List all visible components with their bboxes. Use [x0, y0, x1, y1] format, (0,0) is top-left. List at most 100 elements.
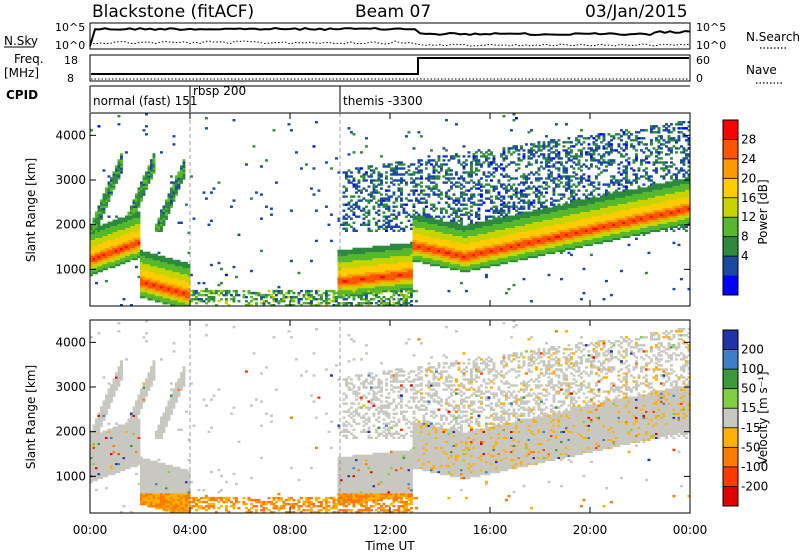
power-cell [355, 273, 358, 277]
power-cell [502, 225, 506, 229]
power-cell [235, 291, 238, 295]
power-cell [130, 249, 133, 253]
power-cell [400, 249, 403, 253]
power-cell [465, 203, 468, 206]
power-cell [410, 263, 413, 267]
power-cell [542, 229, 546, 233]
power-cell [470, 231, 473, 235]
power-cell [352, 185, 356, 188]
power-cell [100, 267, 103, 271]
power-cell [522, 233, 526, 237]
power-cell [402, 285, 406, 289]
power-cell [555, 245, 558, 249]
power-cell [400, 245, 403, 249]
power-cell [542, 195, 546, 198]
power-cell [155, 285, 158, 289]
power-cell [487, 263, 491, 267]
power-cell [380, 173, 383, 176]
power-cell [482, 241, 486, 245]
power-cell [397, 179, 401, 182]
power-cell [510, 225, 513, 229]
power-cell [225, 289, 228, 293]
power-cell [415, 251, 418, 255]
power-cell [132, 201, 136, 204]
power-cell [397, 289, 401, 293]
power-cell [540, 229, 543, 233]
power-cell [95, 253, 98, 257]
power-cell [330, 239, 333, 243]
power-cell [160, 261, 163, 265]
power-cell [387, 249, 391, 253]
power-cell [375, 261, 378, 265]
power-cell [545, 183, 548, 186]
power-cell [342, 249, 346, 253]
power-cell [187, 287, 191, 291]
power-cell [175, 175, 178, 178]
power-cell [380, 255, 383, 259]
power-cell [475, 243, 478, 247]
power-cell [325, 304, 328, 306]
power-cell [470, 235, 473, 239]
power-cell [195, 289, 198, 293]
power-cell [147, 283, 151, 287]
power-cell [175, 283, 178, 287]
power-cell [482, 261, 486, 265]
power-cell [497, 227, 501, 231]
power-cell [342, 209, 346, 212]
power-cell [382, 287, 386, 291]
power-cell [390, 245, 393, 249]
power-cell [457, 215, 461, 218]
power-cell [450, 219, 453, 223]
power-cell [345, 267, 348, 271]
power-cell [525, 243, 528, 247]
power-cell [467, 249, 471, 253]
power-cell [345, 271, 348, 275]
power-cell [547, 243, 551, 247]
power-cell [352, 273, 356, 277]
power-cell [187, 283, 191, 287]
power-cell [542, 253, 546, 257]
power-cell [112, 223, 116, 227]
power-cell [385, 265, 388, 269]
power-cell [380, 247, 383, 251]
power-cell [555, 227, 558, 231]
power-cell [407, 277, 411, 281]
power-cell [372, 271, 376, 275]
power-cell [535, 189, 538, 192]
power-cell [502, 247, 506, 251]
power-cell [532, 155, 536, 158]
power-cell [137, 251, 141, 255]
power-cell [182, 265, 186, 269]
power-cell [430, 253, 433, 257]
power-cell [365, 281, 368, 285]
power-cell [97, 225, 101, 229]
power-cell [102, 193, 106, 196]
power-cell [167, 291, 171, 295]
power-cell [390, 285, 393, 289]
power-cell [132, 249, 136, 253]
power-cell [395, 289, 398, 293]
power-cell [162, 271, 166, 275]
power-cell [487, 233, 491, 237]
power-cell [390, 259, 393, 263]
power-cell [145, 285, 148, 289]
power-cell [142, 281, 146, 285]
power-cell [392, 285, 396, 289]
power-cell [455, 181, 458, 184]
power-cell [447, 245, 451, 249]
power-cell [310, 304, 313, 306]
power-cell [167, 279, 171, 283]
power-cell [365, 259, 368, 263]
power-cell [530, 151, 533, 154]
power-cell [100, 241, 103, 245]
power-cell [467, 247, 471, 251]
power-cell [432, 219, 436, 223]
freq-tick-bottom: 8 [67, 72, 74, 85]
power-cell [347, 169, 351, 172]
power-cell [505, 233, 508, 237]
power-cell [470, 205, 473, 208]
power-cell [122, 241, 126, 245]
power-cell [360, 293, 363, 297]
power-cell [347, 175, 351, 178]
power-cell [97, 229, 101, 233]
